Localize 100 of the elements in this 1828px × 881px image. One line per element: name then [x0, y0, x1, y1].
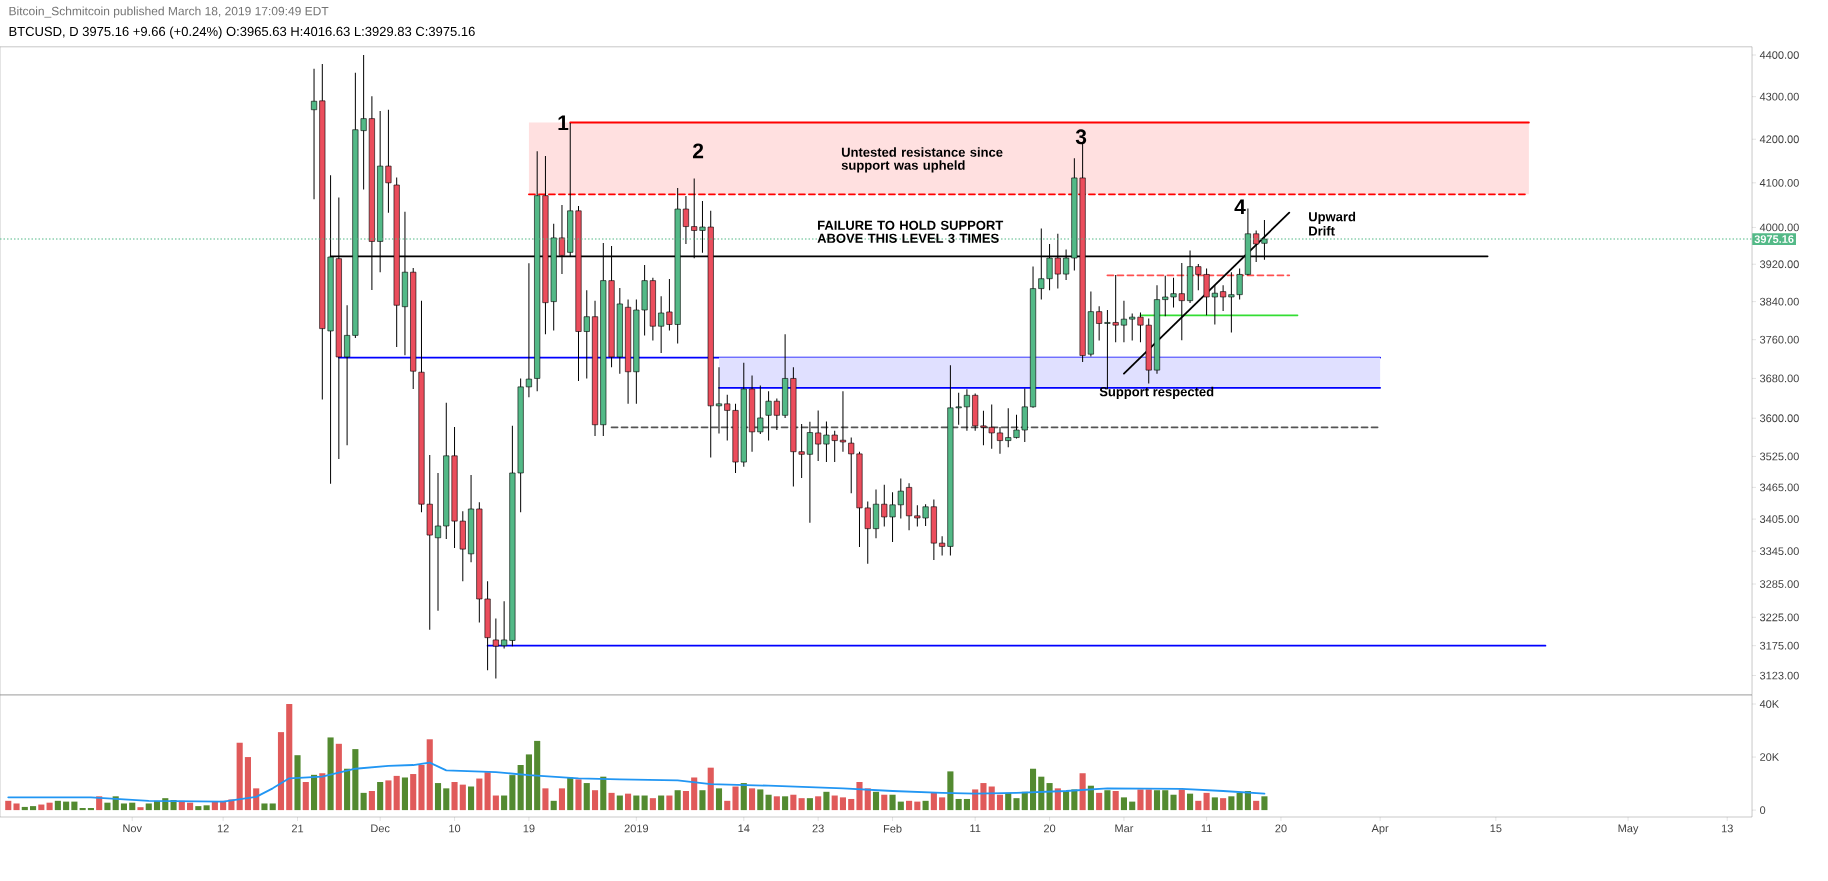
bar	[344, 768, 351, 811]
y-tick-label: 4000.00	[1759, 223, 1799, 232]
bar	[195, 806, 202, 811]
bar	[393, 775, 400, 811]
bar	[897, 801, 904, 811]
bar	[261, 803, 268, 811]
bar	[889, 794, 896, 811]
bar	[955, 798, 962, 811]
bar	[1079, 773, 1086, 811]
bar	[831, 795, 838, 811]
y-tick-label: 3465.00	[1759, 483, 1799, 492]
bar	[401, 777, 409, 811]
bar	[724, 800, 731, 811]
bar	[327, 737, 334, 811]
bar	[1244, 791, 1251, 811]
bar	[691, 777, 698, 811]
bar	[1211, 797, 1218, 811]
y-tick-label: 3405.00	[1759, 515, 1799, 523]
bar	[823, 791, 830, 811]
y-tick-label: 0	[1759, 806, 1766, 814]
bar	[666, 795, 673, 811]
candlestick	[1220, 284, 1227, 312]
x-tick-label: 19	[523, 824, 535, 833]
x-tick-label: Feb	[883, 824, 902, 833]
bar	[294, 755, 301, 811]
bar	[848, 798, 855, 811]
annotation: 4	[1234, 199, 1246, 215]
y-tick-label: 3680.00	[1759, 374, 1799, 383]
candlestick	[757, 384, 764, 435]
annotation: FAILURE TO HOLD SUPPORT ABOVE THIS LEVEL 3 TIMES	[817, 220, 1004, 243]
bar	[641, 795, 648, 811]
bar	[806, 798, 813, 811]
bar	[1071, 789, 1078, 811]
bar	[567, 777, 574, 811]
bar	[732, 786, 739, 811]
bar	[1087, 785, 1094, 811]
x-tick-label: 13	[1721, 824, 1733, 833]
y-tick-label: 3175.00	[1759, 641, 1799, 650]
x-tick-label: 20	[1275, 824, 1287, 833]
bar	[1236, 792, 1243, 811]
bar	[748, 788, 756, 811]
bar	[550, 800, 557, 811]
y-tick-label: 4200.00	[1759, 135, 1799, 144]
annotation: 1	[558, 115, 569, 131]
x-tick-label: 12	[217, 824, 229, 833]
bar	[385, 780, 392, 811]
line-series	[7, 761, 1266, 803]
x-tick-label: 10	[449, 824, 461, 833]
candlestick	[963, 388, 970, 432]
bar	[410, 774, 417, 811]
bar	[839, 797, 847, 811]
bar	[253, 788, 260, 811]
y-tick-label: 40K	[1759, 700, 1779, 708]
candlestick	[311, 68, 318, 200]
y-tick-label: 3285.00	[1759, 580, 1799, 588]
bar	[54, 800, 61, 811]
bar	[310, 774, 318, 811]
bar	[1203, 792, 1210, 811]
bar	[21, 806, 28, 811]
bar	[104, 802, 111, 811]
bar	[1046, 783, 1053, 811]
y-tick-label: 3345.00	[1759, 547, 1799, 556]
bar	[492, 795, 499, 811]
bar	[1162, 790, 1169, 811]
bar	[963, 798, 970, 811]
bar	[699, 790, 706, 811]
bar	[947, 771, 954, 811]
bar	[757, 789, 764, 811]
bar	[286, 704, 293, 811]
bar	[996, 794, 1004, 811]
annotation: Drift	[1309, 226, 1335, 236]
x-tick-label: 2019	[624, 824, 649, 833]
bar	[484, 772, 491, 811]
bar	[1170, 794, 1177, 811]
bar	[542, 788, 549, 811]
bar	[682, 791, 689, 811]
y-tick-label: 3920.00	[1759, 260, 1799, 269]
bar	[1220, 798, 1227, 811]
bar	[1178, 789, 1185, 811]
bar	[211, 801, 218, 811]
candlestick	[996, 426, 1003, 455]
candlestick	[715, 366, 723, 434]
x-tick-label: 14	[738, 824, 750, 833]
x-tick-label: 20	[1043, 824, 1056, 833]
bar	[368, 791, 375, 811]
bar	[1029, 768, 1037, 811]
bar	[1187, 793, 1194, 811]
x-tick-label: 23	[812, 824, 824, 833]
bar	[46, 802, 53, 811]
bar	[1195, 800, 1202, 811]
bar	[1038, 776, 1045, 811]
bar	[525, 754, 532, 811]
bar	[426, 739, 433, 811]
candlestick	[806, 421, 813, 524]
y-tick-label: 4100.00	[1759, 178, 1799, 187]
bar	[972, 789, 979, 811]
bar	[13, 803, 20, 811]
bar	[30, 806, 37, 811]
y-tick-label: 4300.00	[1759, 92, 1799, 101]
bar	[87, 807, 94, 811]
